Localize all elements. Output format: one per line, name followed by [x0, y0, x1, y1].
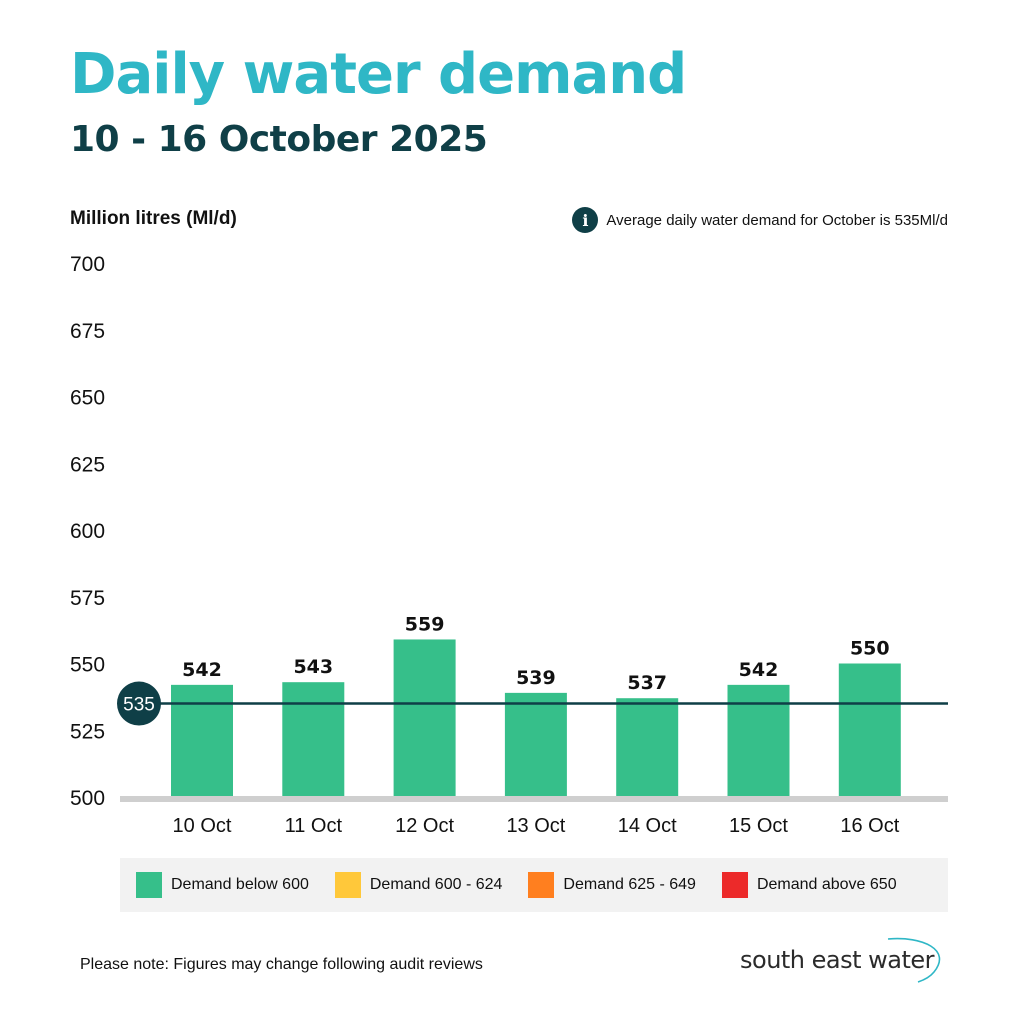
- legend-swatch: [136, 872, 162, 898]
- y-tick-label: 700: [70, 253, 105, 276]
- x-tick-label: 15 Oct: [729, 815, 788, 837]
- x-tick-label: 12 Oct: [395, 815, 454, 837]
- bar: [393, 639, 456, 797]
- bar: [838, 663, 901, 797]
- bar: [616, 698, 679, 797]
- x-axis-line: [120, 796, 948, 802]
- bar-value-label: 559: [405, 613, 445, 635]
- x-tick-label: 13 Oct: [506, 815, 565, 837]
- info-icon: i: [572, 207, 599, 233]
- y-tick-label: 575: [70, 587, 105, 610]
- bar-value-label: 543: [293, 656, 333, 678]
- legend-item: Demand 600 - 624: [334, 872, 503, 898]
- bar-value-label: 539: [516, 667, 556, 689]
- legend-label: Demand 625 - 649: [563, 876, 696, 893]
- y-tick-label: 675: [70, 320, 105, 343]
- logo-wordmark: south east water: [740, 946, 935, 974]
- bar: [727, 684, 790, 797]
- x-tick-label: 16 Oct: [840, 815, 899, 837]
- y-tick-label: 550: [70, 654, 105, 677]
- bar-value-label: 542: [739, 659, 779, 681]
- x-tick-label: 10 Oct: [173, 815, 232, 837]
- bar: [504, 692, 567, 797]
- average-bubble: [117, 681, 161, 726]
- bar-value-label: 550: [850, 638, 890, 660]
- legend-swatch: [528, 872, 555, 898]
- bar: [282, 682, 345, 797]
- average-demand-note: i Average daily water demand for October…: [572, 207, 948, 233]
- average-demand-note-text: Average daily water demand for October i…: [606, 211, 948, 229]
- y-tick-label: 625: [70, 453, 105, 476]
- legend: Demand below 600 Demand 600 - 624 Demand 6…: [120, 858, 948, 912]
- page-title: Daily water demand: [70, 42, 687, 107]
- y-tick-label: 600: [70, 520, 105, 543]
- bar-value-label: 542: [182, 659, 222, 681]
- y-axis-unit-label: Million litres (Ml/d): [70, 208, 237, 229]
- date-range-subtitle: 10 - 16 October 2025: [70, 119, 488, 160]
- x-tick-label: 11 Oct: [285, 815, 343, 837]
- legend-item: Demand below 600: [136, 872, 309, 898]
- legend-item: Demand 625 - 649: [528, 872, 696, 898]
- legend-label: Demand above 650: [756, 876, 897, 893]
- bar: [171, 684, 233, 797]
- audit-footnote: Please note: Figures may change followin…: [80, 956, 483, 973]
- legend-swatch: [721, 872, 748, 898]
- average-bubble-label: 535: [123, 695, 155, 716]
- bar-value-label: 537: [627, 672, 667, 694]
- legend-label: Demand below 600: [171, 876, 309, 893]
- y-tick-label: 525: [70, 720, 105, 743]
- logo-swoosh-icon: [887, 937, 941, 983]
- y-tick-label: 500: [70, 787, 105, 810]
- legend-swatch: [334, 872, 361, 898]
- legend-item: Demand above 650: [721, 872, 897, 898]
- y-tick-label: 650: [70, 387, 105, 410]
- x-tick-label: 14 Oct: [618, 815, 677, 837]
- south-east-water-logo: south east water: [738, 936, 950, 986]
- legend-label: Demand 600 - 624: [369, 876, 503, 893]
